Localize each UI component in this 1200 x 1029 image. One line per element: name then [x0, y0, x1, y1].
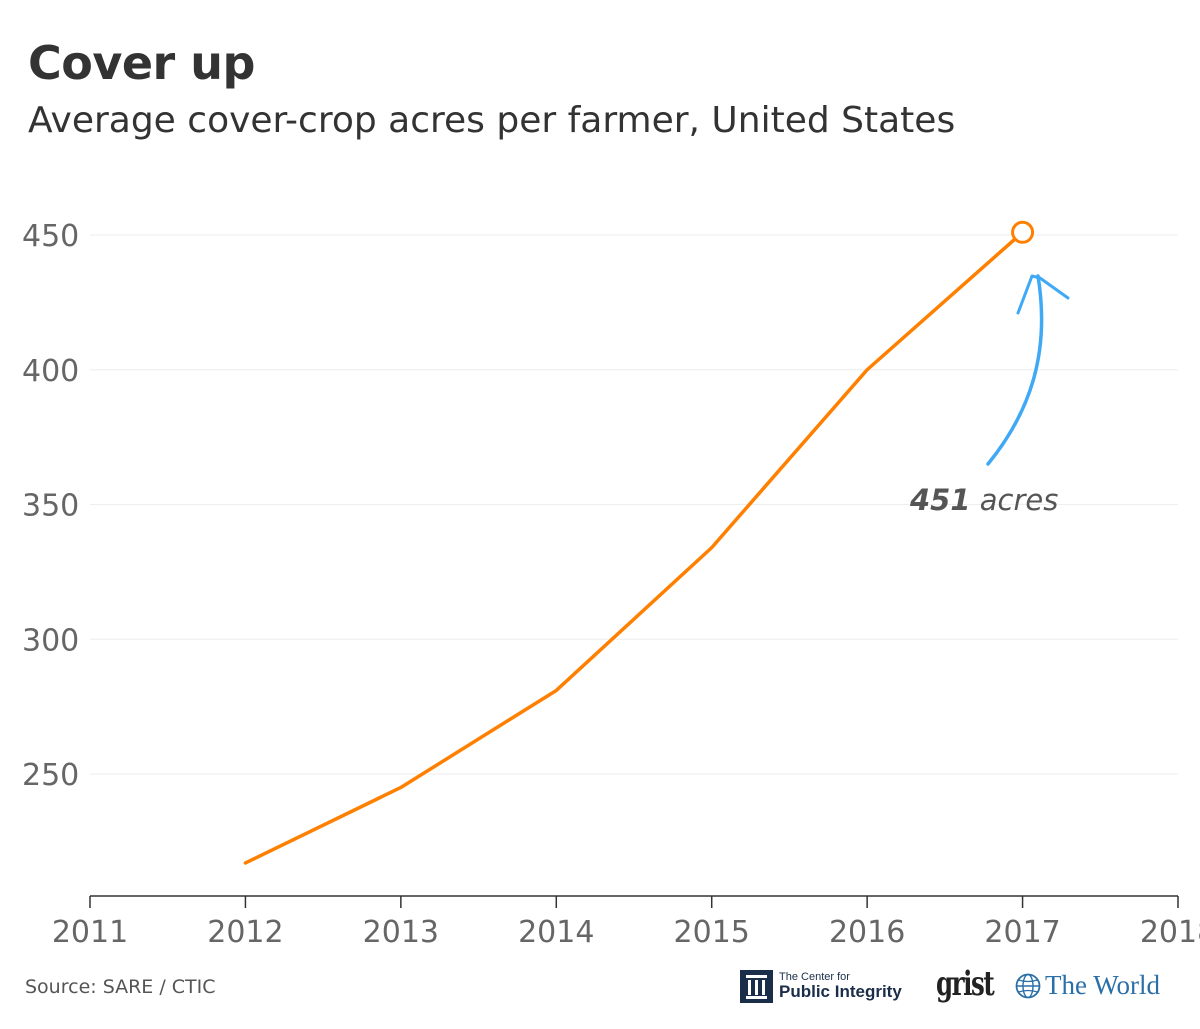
y-tick-label: 300: [22, 623, 79, 658]
chart-subtitle: Average cover-crop acres per farmer, Uni…: [28, 100, 956, 141]
cpi-pillar-icon: [740, 969, 773, 1003]
highlight-marker: [1011, 220, 1035, 244]
x-tick-label: 2012: [207, 915, 283, 950]
y-tick-label: 350: [22, 489, 79, 524]
cpi-logo-line1: The Center for: [779, 971, 850, 983]
publisher-logos: The Center for Public Integrity grist Th…: [740, 962, 1180, 1012]
chart-title: Cover up: [28, 36, 255, 90]
cpi-logo: The Center for Public Integrity: [740, 968, 902, 1004]
x-tick-label: 2013: [363, 915, 439, 950]
x-tick-label: 2017: [984, 915, 1060, 950]
annotation-value: 451: [909, 483, 971, 517]
series-line: [243, 230, 1025, 865]
y-tick-label: 250: [22, 758, 79, 793]
x-tick-label: 2011: [52, 915, 128, 950]
grist-logo: grist: [936, 964, 995, 1004]
source-note: Source: SARE / CTIC: [25, 976, 216, 998]
x-tick-label: 2015: [674, 915, 750, 950]
y-tick-label: 450: [22, 219, 79, 254]
x-tick-label: 2014: [518, 915, 594, 950]
annotation-arrow-head: [1016, 274, 1070, 315]
the-world-logo: The World: [1015, 970, 1160, 1001]
line-chart: 250 300 350 400 450 2011 2012 2013 2014 2015 2016 2…: [22, 219, 1200, 950]
annotation-unit: acres: [971, 483, 1059, 517]
y-tick-label: 400: [22, 354, 79, 389]
annotation-arrow-shaft: [986, 274, 1044, 466]
annotation-label: 451 acres: [909, 483, 1058, 517]
the-world-logo-text: The World: [1045, 970, 1161, 1000]
x-tick-label: 2016: [829, 915, 905, 950]
cpi-logo-line2: Public Integrity: [779, 982, 902, 1001]
x-tick-label: 2018: [1140, 915, 1200, 950]
globe-icon: [1015, 973, 1041, 998]
